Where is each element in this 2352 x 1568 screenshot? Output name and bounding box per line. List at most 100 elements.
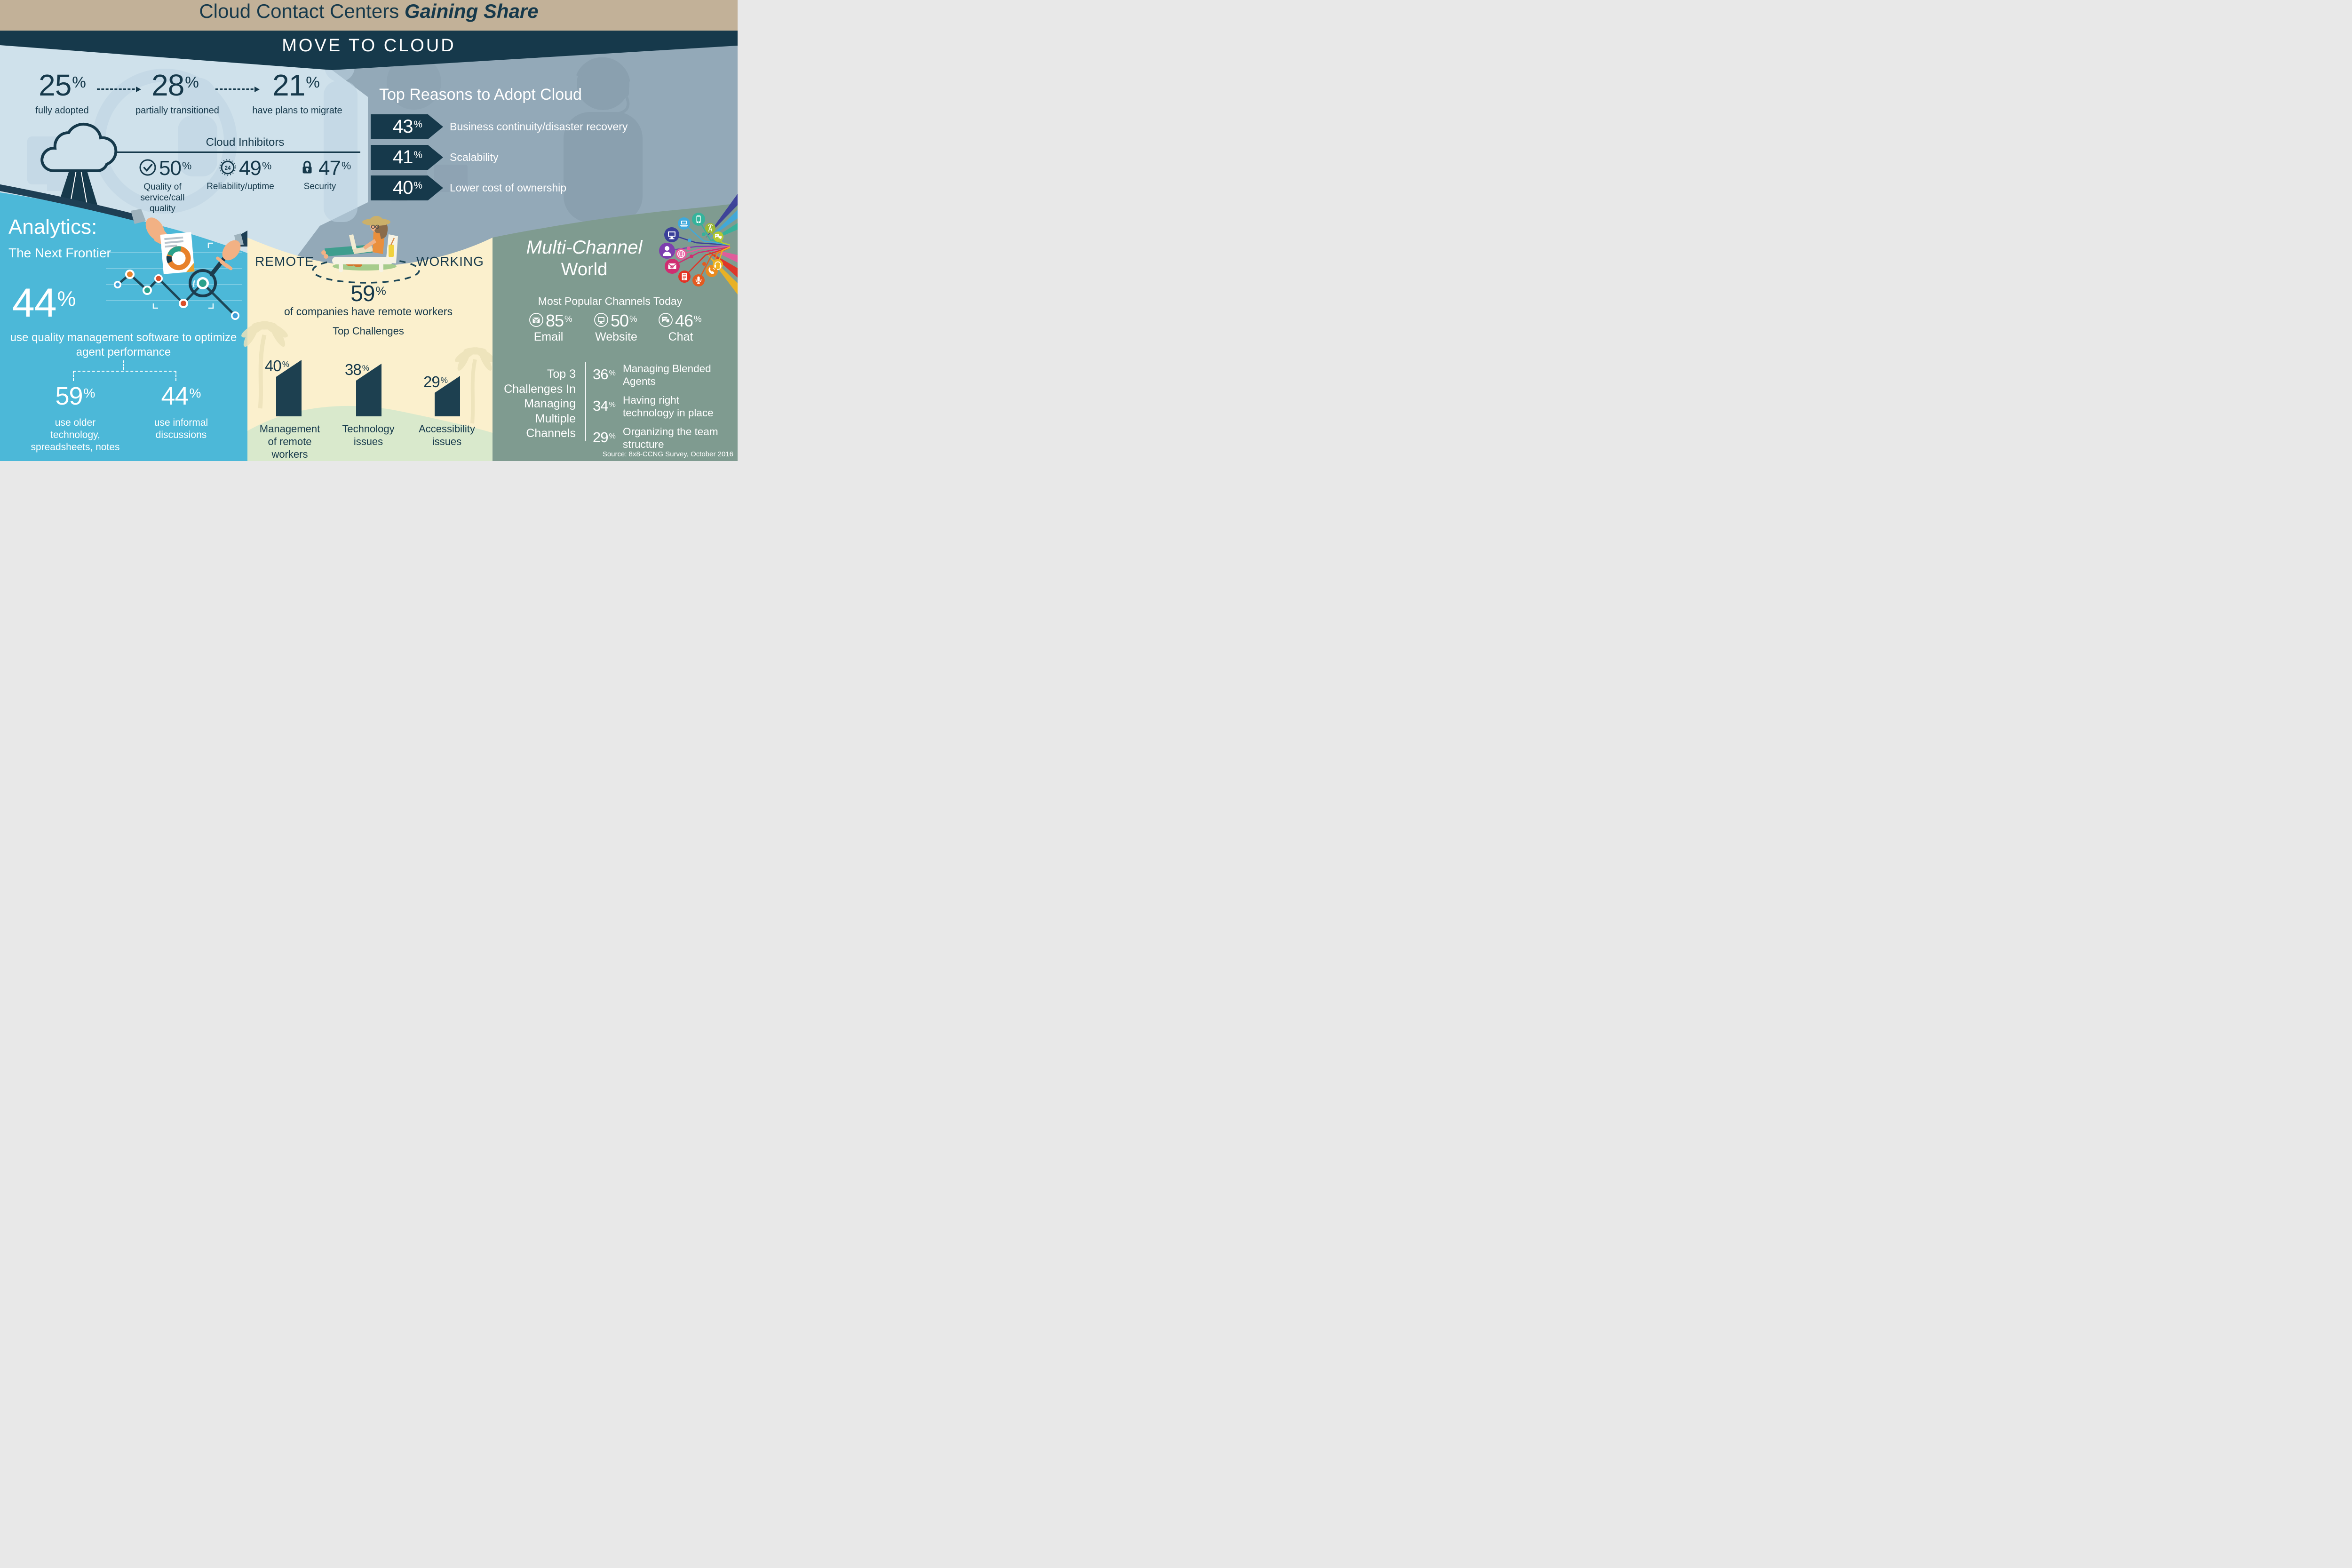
analytics-main-value: 44% (12, 280, 76, 326)
remote-worker-illustration (321, 215, 398, 272)
globe-icon (675, 248, 687, 260)
stat-plans-to-migrate-label: have plans to migrate (252, 105, 342, 116)
challenge-technology-label: Technology issues (342, 423, 395, 447)
header-band (0, 0, 738, 31)
analytics-substat-older-tech-value: 59% (55, 382, 95, 410)
radio-tower-icon (705, 223, 715, 233)
mc-challenge-structure-value: 29% (593, 429, 616, 446)
cloud-inhibitors-title: Cloud Inhibitors (206, 136, 285, 149)
analytics-substat-informal-label: use informal discussions (154, 417, 208, 440)
padlock-icon (298, 158, 317, 179)
inhibitor-security: 47% (298, 158, 351, 182)
email-at-icon: @ (665, 259, 680, 274)
mc-challenge-structure-label: Organizing the team structure (623, 426, 718, 450)
svg-text:@: @ (534, 319, 538, 323)
reason-cost-value: 40% (393, 177, 422, 198)
headset-icon (713, 259, 723, 271)
challenge-accessibility-value: 29% (423, 373, 448, 390)
source-credit: Source: 8x8-CCNG Survey, October 2016 (602, 450, 733, 458)
sleeve-left (0, 184, 135, 221)
reason-arrow-cost: 40% (371, 175, 443, 200)
channel-email-value: 85% (546, 311, 572, 330)
channel-website-label: Website (595, 330, 637, 343)
document-icon (160, 232, 195, 274)
mc-challenge-technology-value: 34% (593, 398, 616, 414)
remote-challenges-title: Top Challenges (333, 325, 404, 337)
stat-plans-to-migrate-value: 21% (272, 68, 320, 102)
analytics-illustration (0, 184, 247, 320)
connector-stub-right (175, 371, 176, 381)
challenge-bars (276, 360, 460, 416)
top-reasons-title: Top Reasons to Adopt Cloud (379, 86, 582, 103)
channel-chat: 46% (658, 312, 702, 332)
inhibitor-quality-value: 50% (159, 157, 192, 180)
popular-channels-title: Most Popular Channels Today (538, 295, 683, 307)
reason-arrow-continuity: 43% (371, 114, 443, 139)
palm-silhouettes (241, 321, 495, 424)
bar-management (276, 360, 302, 416)
infographic: @ (0, 0, 738, 461)
challenge-technology-value: 38% (345, 361, 369, 378)
stat-partially-transitioned-label: partially transitioned (135, 105, 219, 116)
connector-stub-left (73, 371, 74, 381)
page-title: Cloud Contact Centers Gaining Share (0, 0, 738, 22)
microphone-icon (692, 274, 705, 287)
remote-panel (247, 238, 493, 461)
mc-challenge-blended-label: Managing Blended Agents (623, 363, 711, 387)
inhibitor-quality-label: Quality of service/call quality (140, 182, 185, 214)
inhibitor-security-value: 47% (318, 157, 351, 180)
remote-main-value: 59% (350, 281, 386, 306)
multichannel-challenges-title: Top 3 Challenges In Managing Multiple Ch… (504, 367, 576, 440)
channel-email: @ 85% (529, 312, 572, 332)
bar-technology (356, 364, 381, 416)
analytics-substat-older-tech-label: use older technology, spreadsheets, note… (31, 417, 120, 453)
website-icon (594, 312, 609, 330)
mc-challenge-blended-value: 36% (593, 366, 616, 382)
challenge-management-label: Management of remote workers (259, 423, 320, 460)
channel-website: 50% (594, 312, 637, 332)
chat-icon (658, 312, 673, 330)
section-title-move-to-cloud: MOVE TO CLOUD (282, 36, 456, 56)
move-to-cloud-banner (0, 31, 738, 70)
cuff-left (131, 209, 146, 224)
remote-title-right: WORKING (416, 254, 484, 269)
hill (247, 406, 493, 461)
clock-24-icon: 24 (218, 158, 237, 179)
bar-accessibility (435, 376, 460, 416)
line-chart-nodes (114, 270, 239, 320)
analytics-main-label: use quality management software to optim… (10, 331, 237, 358)
stat-fully-adopted-value: 25% (39, 68, 86, 102)
dashed-arrow-icon (215, 87, 260, 92)
page-title-emphasis: Gaining Share (404, 0, 539, 22)
page-title-regular: Cloud Contact Centers (199, 0, 405, 22)
channel-email-label: Email (533, 330, 564, 343)
inhibitor-quality: 50% (138, 158, 191, 182)
laptop-icon (678, 217, 690, 230)
reason-arrow-scalability: 41% (371, 145, 443, 170)
inhibitor-security-label: Security (303, 182, 336, 191)
cloud-inhibitors-rule (115, 151, 360, 153)
stat-partially-transitioned-value: 28% (151, 68, 199, 102)
monitor-icon (664, 227, 679, 242)
analytics-subtitle: The Next Frontier (8, 246, 111, 260)
analytics-title: Analytics: (8, 215, 97, 239)
svg-text:24: 24 (225, 166, 231, 171)
email-icon: @ (529, 312, 544, 330)
channel-chat-label: Chat (668, 330, 693, 343)
donut-chart-icon (166, 246, 191, 271)
analytics-substat-informal-value: 44% (161, 382, 201, 410)
person-icon (659, 243, 675, 259)
background-artwork: @ (0, 0, 738, 461)
reason-cost-label: Lower cost of ownership (450, 181, 567, 194)
remote-main-label: of companies have remote workers (284, 305, 453, 318)
check-circle-icon (138, 158, 157, 179)
mc-challenge-technology-label: Having right technology in place (623, 394, 714, 419)
reason-continuity-label: Business continuity/disaster recovery (450, 120, 628, 133)
inhibitor-reliability-label: Reliability/uptime (207, 182, 274, 191)
remote-title-left: REMOTE (255, 254, 314, 269)
dashed-arrow-icon (97, 87, 141, 92)
inhibitor-reliability-value: 49% (239, 157, 272, 180)
cloud-icon (40, 123, 118, 172)
channel-chat-value: 46% (675, 311, 702, 330)
reason-scalability-label: Scalability (450, 151, 499, 163)
